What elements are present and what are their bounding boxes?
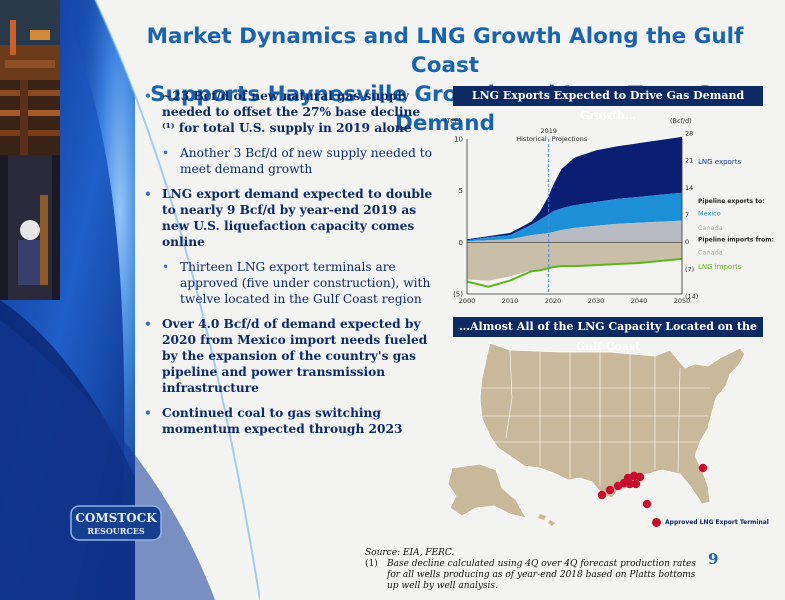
mexico-exports-area [467, 192, 682, 242]
alaska-shape [447, 463, 527, 519]
us-mainland-shape [479, 342, 746, 505]
left-tick-label: 10 [454, 136, 463, 144]
canada-exports-area [467, 220, 682, 243]
projections-label: Projections [552, 135, 588, 143]
left-tick-label: (5) [453, 291, 463, 299]
x-tick-label: 2040 [631, 297, 648, 305]
left-tick-label: 5 [459, 187, 463, 195]
logo-line-2: RESOURCES [87, 526, 145, 536]
right-tick-label: (7) [685, 265, 694, 273]
pipe-yard-photo [0, 80, 60, 155]
photo-strip [0, 0, 60, 300]
right-tick-label: 7 [685, 211, 689, 219]
divider-label: 2019 [540, 127, 557, 135]
map-banner: …Almost All of the LNG Capacity Located … [453, 317, 763, 353]
lng-terminal-dot [625, 479, 635, 489]
lng-terminal-dot [698, 463, 708, 473]
lng-terminal-dot [613, 481, 623, 491]
bullet-list: ~23 Bcf/d of new natural gas supply need… [142, 88, 434, 446]
us-lng-terminal-map [447, 342, 746, 526]
title-line-1: Market Dynamics and LNG Growth Along the… [146, 24, 744, 78]
x-tick-label: 2000 [459, 297, 476, 305]
bullet-coal-switching: Continued coal to gas switching momentum… [142, 405, 434, 437]
legend-canada-imports: Canada [698, 249, 723, 257]
legend-pipeline-exports: Pipeline exports to: [698, 198, 765, 205]
lng-terminal-dot [605, 485, 615, 495]
subbullet-terminals: Thirteen LNG export terminals are approv… [142, 259, 434, 307]
page-number: 9 [708, 550, 719, 568]
legend-mexico: Mexico [698, 209, 721, 217]
lng-terminal-dot [635, 472, 645, 482]
field-worker-photo [0, 155, 60, 300]
legend-canada-exports: Canada [698, 224, 723, 232]
x-tick-label: 2030 [588, 297, 605, 305]
chart-banner: LNG Exports Expected to Drive Gas Demand… [453, 86, 763, 122]
lng-imports-line [466, 257, 683, 288]
drilling-rig-photo [0, 0, 60, 80]
x-tick-label: 2010 [502, 297, 519, 305]
comstock-logo: COMSTOCK RESOURCES [70, 505, 162, 541]
footnote-text: Base decline calculated using 4Q over 4Q… [387, 559, 696, 591]
map-legend: Approved LNG Export Terminal [652, 518, 769, 527]
hawaii-shape [538, 514, 555, 526]
right-tick-label: 14 [685, 184, 693, 192]
right-tick-label: (14) [685, 293, 698, 301]
terminal-legend-icon [652, 518, 661, 527]
bullet-mexico-demand: Over 4.0 Bcf/d of demand expected by 202… [142, 316, 434, 396]
map-legend-label: Approved LNG Export Terminal [665, 519, 769, 526]
legend-lng-imports: LNG imports [698, 263, 742, 271]
subbullet-demand-growth: Another 3 Bcf/d of new supply needed to … [142, 145, 434, 177]
canada-imports-area [467, 242, 682, 281]
right-tick-label: 28 [685, 130, 693, 138]
x-tick-label: 2050 [674, 297, 691, 305]
right-axis-label: (Bcf/d) [670, 117, 692, 125]
historical-label: Historical [516, 135, 547, 143]
source-line: Source: EIA, FERC. [365, 548, 455, 558]
right-tick-label: 21 [685, 157, 693, 165]
lng-exports-area [467, 136, 682, 241]
x-tick-label: 2020 [545, 297, 562, 305]
bullet-supply-needed: ~23 Bcf/d of new natural gas supply need… [142, 88, 434, 136]
legend-lng-exports: LNG exports [698, 158, 741, 166]
footnote-1: (1) Base decline calculated using 4Q ove… [365, 559, 725, 592]
lng-terminal-dot [597, 490, 607, 500]
left-axis-label: (TCF) [444, 117, 461, 125]
left-tick-label: 0 [459, 239, 463, 247]
right-tick-label: 0 [685, 238, 689, 246]
logo-line-1: COMSTOCK [75, 511, 157, 525]
bullet-lng-export-demand: LNG export demand expected to double to … [142, 186, 434, 250]
state-borders [480, 349, 710, 488]
lng-terminal-dot [642, 499, 652, 509]
legend-pipeline-imports: Pipeline imports from: [698, 236, 774, 243]
lng-terminal-dot [631, 479, 641, 489]
lng-terminal-dots [597, 463, 708, 509]
footnote: Source: EIA, FERC. (1) Base decline calc… [365, 548, 725, 592]
footnote-number: (1) [365, 559, 378, 569]
